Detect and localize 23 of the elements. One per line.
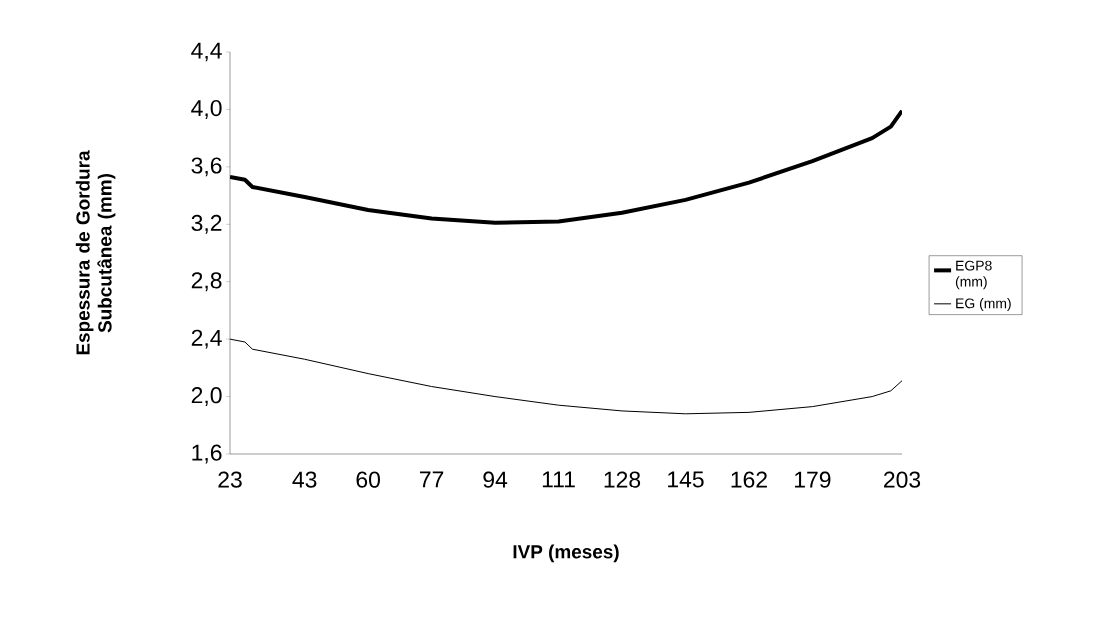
y-axis-title: Espessura de Gordura Subcutânea (mm) bbox=[75, 150, 116, 355]
y-tick-label: 2,4 bbox=[191, 329, 222, 349]
x-tick-label: 60 bbox=[356, 471, 380, 488]
x-tick-label: 128 bbox=[604, 471, 641, 488]
y-tick-label: 4,0 bbox=[191, 99, 222, 119]
y-tick-label: 1,6 bbox=[192, 444, 222, 464]
x-tick-label: 23 bbox=[218, 471, 242, 488]
y-tick-label: 2,8 bbox=[191, 272, 222, 292]
y-tick-label: 3,2 bbox=[191, 214, 222, 234]
x-tick-label: 145 bbox=[668, 471, 704, 488]
x-tick-label: 203 bbox=[884, 471, 921, 488]
x-tick-label: 111 bbox=[542, 471, 575, 488]
x-axis-title: IVP (meses) bbox=[513, 544, 619, 563]
y-tick-label: 3,6 bbox=[191, 157, 222, 177]
x-tick-label: 77 bbox=[420, 471, 444, 488]
x-tick-label: 94 bbox=[483, 471, 508, 488]
y-tick-label: 4,4 bbox=[191, 42, 222, 62]
x-tick-label: 43 bbox=[292, 471, 317, 488]
x-tick-label: 162 bbox=[731, 471, 767, 488]
x-tick-label: 179 bbox=[795, 471, 831, 488]
y-tick-label: 2,0 bbox=[191, 387, 222, 407]
legend-label: EG (mm) bbox=[956, 298, 1011, 312]
legend-label: EGP8 (mm) bbox=[955, 260, 992, 290]
